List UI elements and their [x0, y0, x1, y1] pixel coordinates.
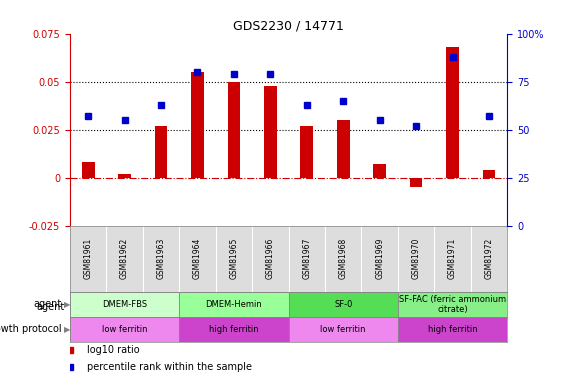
Text: percentile rank within the sample: percentile rank within the sample [87, 362, 252, 372]
Text: ▶: ▶ [64, 300, 71, 309]
Bar [410, 178, 423, 187]
Text: GSM81972: GSM81972 [484, 238, 493, 279]
Bar [337, 120, 350, 178]
Text: agent: agent [36, 303, 64, 312]
Bar [446, 47, 459, 178]
Text: GSM81961: GSM81961 [84, 238, 93, 279]
Text: GSM81967: GSM81967 [303, 238, 311, 279]
Bar [154, 126, 167, 178]
Text: ▶: ▶ [64, 325, 71, 334]
Text: GSM81964: GSM81964 [193, 238, 202, 279]
Text: SF-0: SF-0 [334, 300, 353, 309]
Bar [300, 126, 313, 178]
Text: GSM81962: GSM81962 [120, 238, 129, 279]
Text: DMEM-FBS: DMEM-FBS [102, 300, 147, 309]
Text: DMEM-Hemin: DMEM-Hemin [206, 300, 262, 309]
Text: SF-FAC (ferric ammonium
citrate): SF-FAC (ferric ammonium citrate) [399, 294, 506, 314]
Title: GDS2230 / 14771: GDS2230 / 14771 [233, 20, 344, 33]
Text: log10 ratio: log10 ratio [87, 345, 140, 355]
Bar [191, 72, 204, 178]
Text: GSM81968: GSM81968 [339, 238, 347, 279]
Bar [289, 292, 398, 317]
Text: low ferritin: low ferritin [102, 325, 147, 334]
Text: GSM81966: GSM81966 [266, 238, 275, 279]
Text: high ferritin: high ferritin [428, 325, 477, 334]
Text: GSM81971: GSM81971 [448, 238, 457, 279]
Text: high ferritin: high ferritin [209, 325, 259, 334]
Text: low ferritin: low ferritin [321, 325, 366, 334]
Bar [264, 86, 277, 178]
Text: GSM81965: GSM81965 [230, 238, 238, 279]
Bar [179, 292, 289, 317]
Bar [483, 170, 496, 178]
Text: GSM81963: GSM81963 [157, 238, 166, 279]
Bar [70, 317, 179, 342]
Bar [82, 162, 94, 178]
Bar [289, 317, 398, 342]
Bar [118, 174, 131, 178]
Text: GSM81970: GSM81970 [412, 238, 420, 279]
Bar [179, 317, 289, 342]
Text: GSM81969: GSM81969 [375, 238, 384, 279]
Text: agent: agent [33, 299, 61, 309]
Bar [398, 292, 507, 317]
Bar [227, 82, 240, 178]
Bar [373, 164, 386, 178]
Bar [398, 317, 507, 342]
Bar [70, 292, 179, 317]
Text: growth protocol: growth protocol [0, 324, 61, 334]
